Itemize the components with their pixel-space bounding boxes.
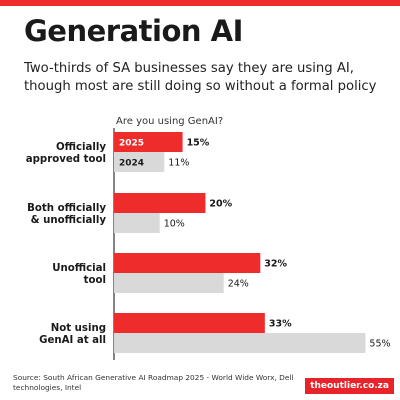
- page-title: Generation AI: [24, 14, 243, 48]
- top-accent-rule: [0, 0, 400, 6]
- bar-2025: [114, 132, 183, 152]
- bar-2025: [114, 313, 265, 333]
- category-label: Unofficial tool: [52, 263, 106, 286]
- source-note: Source: South African Generative AI Road…: [13, 373, 294, 392]
- category-label: Officially approved tool: [26, 142, 107, 165]
- value-label-2025: 32%: [264, 259, 287, 270]
- bar-chart: Are you using GenAI? Officially approved t…: [26, 116, 391, 360]
- legend-2025: 2025: [119, 139, 144, 149]
- category-label: Not using GenAI at all: [39, 323, 106, 346]
- value-label-2025: 20%: [209, 199, 232, 210]
- bar-2024: [114, 273, 224, 293]
- value-label-2024: 10%: [164, 219, 185, 230]
- value-label-2025: 33%: [269, 319, 292, 330]
- legend-2024: 2024: [119, 159, 144, 169]
- brand-logo: theoutlier.co.za: [305, 378, 394, 394]
- value-label-2024: 24%: [228, 279, 249, 290]
- chart-question: Are you using GenAI?: [116, 116, 223, 127]
- value-label-2025: 15%: [187, 138, 210, 149]
- value-label-2024: 11%: [168, 158, 189, 169]
- bar-2025: [114, 253, 261, 273]
- category-label: Both officially & unofficially: [27, 203, 106, 226]
- value-label-2024: 55%: [369, 339, 390, 350]
- bar-2024: [114, 152, 165, 172]
- bar-2024: [114, 213, 160, 233]
- bar-2024: [114, 333, 366, 353]
- page-subtitle: Two-thirds of SA businesses say they are…: [24, 61, 377, 94]
- bar-2025: [114, 193, 206, 213]
